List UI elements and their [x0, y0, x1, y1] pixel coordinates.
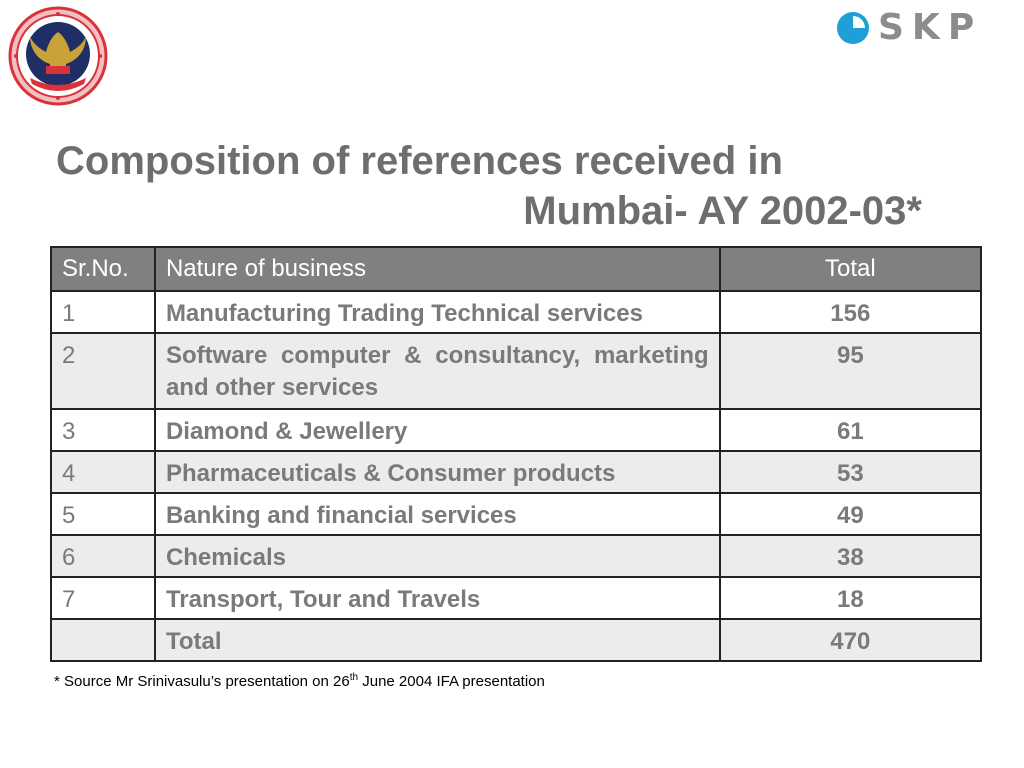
table-row: 6 Chemicals 38 — [50, 534, 983, 578]
table-row: 4 Pharmaceuticals & Consumer products 53 — [50, 450, 983, 494]
nature-cell: Manufacturing Trading Technical services — [153, 290, 721, 334]
source-footnote: * Source Mr Srinivasulu’s presentation o… — [54, 672, 545, 690]
table-row: 2 Software computer & consultancy, marke… — [50, 332, 983, 410]
page-title: Composition of references received in Mu… — [56, 136, 926, 236]
nature-cell: Diamond & Jewellery — [153, 408, 721, 452]
total-label-cell: Total — [153, 618, 721, 662]
page-title-line-1: Composition of references received in — [56, 139, 783, 183]
sr-no-cell: 2 — [50, 332, 156, 410]
nature-cell: Transport, Tour and Travels — [153, 576, 721, 620]
total-cell: 95 — [718, 332, 983, 410]
nature-cell: Pharmaceuticals & Consumer products — [153, 450, 721, 494]
table-row: 1 Manufacturing Trading Technical servic… — [50, 290, 983, 334]
total-cell: 18 — [718, 576, 983, 620]
references-table: Sr.No. Nature of business Total 1 Manufa… — [50, 246, 983, 662]
header-total: Total — [718, 246, 983, 292]
institute-emblem-seal-icon — [8, 6, 108, 106]
sr-no-cell: 7 — [50, 576, 156, 620]
sr-no-cell: 3 — [50, 408, 156, 452]
grand-total-cell: 470 — [718, 618, 983, 662]
table-header-row: Sr.No. Nature of business Total — [50, 246, 983, 292]
total-cell: 156 — [718, 290, 983, 334]
table-total-row: Total 470 — [50, 618, 983, 662]
nature-cell: Chemicals — [153, 534, 721, 578]
total-cell: 49 — [718, 492, 983, 536]
page-title-line-2: Mumbai- AY 2002-03* — [523, 189, 922, 233]
total-cell: 38 — [718, 534, 983, 578]
table-row: 7 Transport, Tour and Travels 18 — [50, 576, 983, 620]
header-sr-no: Sr.No. — [50, 246, 156, 292]
institute-emblem-logo — [8, 6, 108, 106]
total-cell: 61 — [718, 408, 983, 452]
table-row: 5 Banking and financial services 49 — [50, 492, 983, 536]
sr-no-cell: 1 — [50, 290, 156, 334]
header-nature-of-business: Nature of business — [153, 246, 721, 292]
table-row: 3 Diamond & Jewellery 61 — [50, 408, 983, 452]
skp-logo: SKP — [836, 10, 1016, 46]
skp-circle-icon — [837, 12, 869, 44]
sr-no-cell: 4 — [50, 450, 156, 494]
sr-no-cell: 5 — [50, 492, 156, 536]
total-cell: 53 — [718, 450, 983, 494]
footnote-text-end: June 2004 IFA presentation — [358, 673, 545, 690]
sr-no-cell: 6 — [50, 534, 156, 578]
footnote-superscript: th — [349, 672, 359, 683]
sr-no-cell — [50, 618, 156, 662]
footnote-text-start: * Source Mr Srinivasulu’s presentation o… — [54, 673, 350, 690]
nature-cell: Banking and financial services — [153, 492, 721, 536]
nature-cell: Software computer & consultancy, marketi… — [153, 332, 721, 410]
skp-logo-text: SKP — [878, 7, 983, 48]
